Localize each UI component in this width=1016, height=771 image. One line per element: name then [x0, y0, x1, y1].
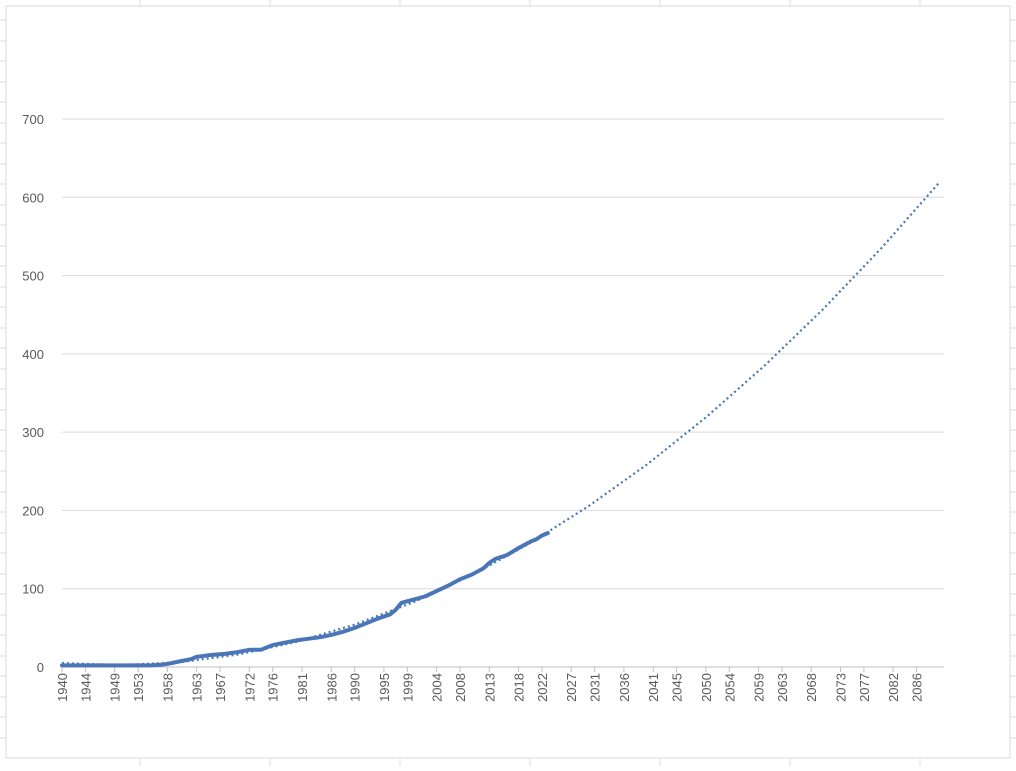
x-tick-label: 2086 — [910, 673, 925, 702]
x-tick-label: 1963 — [190, 673, 205, 702]
x-tick-label: 2036 — [617, 673, 632, 702]
x-tick-label: 2041 — [646, 673, 661, 702]
x-tick-label: 2004 — [430, 673, 445, 702]
x-tick-label: 1944 — [78, 673, 93, 702]
x-tick-label: 2027 — [564, 673, 579, 702]
y-tick-label: 700 — [22, 112, 44, 127]
y-tick-label: 300 — [22, 425, 44, 440]
y-tick-label: 100 — [22, 582, 44, 597]
x-tick-label: 2063 — [775, 673, 790, 702]
x-tick-label: 2077 — [857, 673, 872, 702]
y-tick-label: 200 — [22, 503, 44, 518]
x-tick-label: 2068 — [804, 673, 819, 702]
x-tick-label: 2082 — [886, 673, 901, 702]
plot-area: 0 100 200 300 400 500 600 700 1940 1944 1949 1953 19… — [22, 112, 944, 702]
y-tick-label: 400 — [22, 347, 44, 362]
y-tick-label: 600 — [22, 190, 44, 205]
x-tick-label: 1995 — [377, 673, 392, 702]
x-tick-label: 2031 — [588, 673, 603, 702]
x-tick-label: 2045 — [670, 673, 685, 702]
y-tick-label: 500 — [22, 269, 44, 284]
x-tick-label: 1940 — [55, 673, 70, 702]
x-tick-label: 2050 — [699, 673, 714, 702]
chart-area — [5, 5, 1011, 759]
x-tick-label: 2059 — [752, 673, 767, 702]
x-tick-label: 2073 — [833, 673, 848, 702]
data-line — [60, 531, 550, 668]
x-tick-label: 1972 — [242, 673, 257, 702]
x-tick-label: 1990 — [348, 673, 363, 702]
x-tick-label: 1981 — [295, 673, 310, 702]
trend-line — [61, 180, 941, 667]
x-tick-label: 1967 — [213, 673, 228, 702]
x-tick-label: 2022 — [535, 673, 550, 702]
x-tick-label: 2018 — [512, 673, 527, 702]
x-tick-label: 1986 — [324, 673, 339, 702]
y-tick-label: 0 — [37, 660, 44, 675]
x-tick-label: 2054 — [722, 673, 737, 702]
x-tick-label: 1953 — [131, 673, 146, 702]
x-tick-label: 1976 — [266, 673, 281, 702]
x-tick-label: 1958 — [160, 673, 175, 702]
x-tick-label: 2008 — [453, 673, 468, 702]
x-tick-label: 2013 — [482, 673, 497, 702]
x-tick-label: 1999 — [400, 673, 415, 702]
x-tick-label: 1949 — [108, 673, 123, 702]
